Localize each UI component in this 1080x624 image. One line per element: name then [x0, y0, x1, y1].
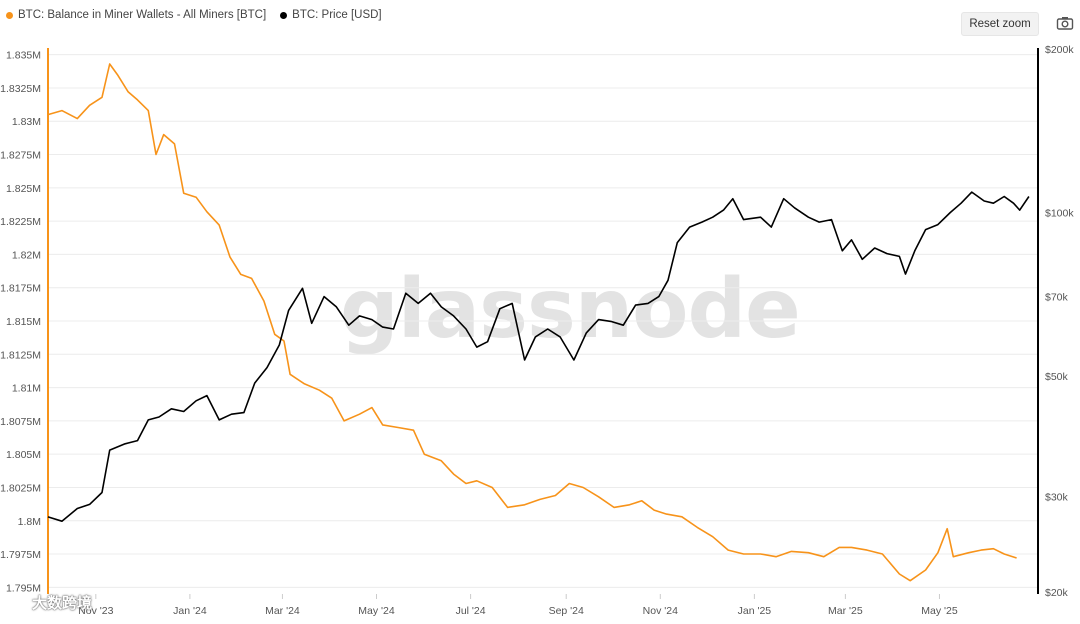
- left-tick-label: 1.8175M: [0, 283, 41, 295]
- right-tick-label: $20k: [1045, 587, 1069, 599]
- legend-label-balance: BTC: Balance in Miner Wallets - All Mine…: [18, 9, 267, 21]
- left-tick-label: 1.7975M: [0, 549, 41, 561]
- left-tick-label: 1.82M: [12, 249, 41, 261]
- grid-lines: [48, 54, 1038, 588]
- left-tick-label: 1.8275M: [0, 150, 41, 162]
- legend-dot-price: [280, 11, 288, 19]
- x-tick-label: Mar '24: [265, 605, 300, 617]
- right-tick-label: $100k: [1045, 207, 1074, 219]
- right-tick-label: $200k: [1045, 44, 1074, 56]
- x-tick-label: Sep '24: [549, 605, 584, 617]
- reset-zoom-button[interactable]: Reset zoom: [961, 12, 1039, 36]
- left-tick-label: 1.815M: [6, 316, 41, 328]
- chart-legend: BTC: Balance in Miner Wallets - All Mine…: [6, 9, 382, 21]
- x-tick-label: Nov '24: [643, 605, 678, 617]
- left-tick-label: 1.805M: [6, 449, 41, 461]
- x-tick-label: Jul '24: [456, 605, 486, 617]
- legend-item-balance[interactable]: BTC: Balance in Miner Wallets - All Mine…: [6, 9, 266, 21]
- x-tick-label: Nov '23: [78, 605, 113, 617]
- left-tick-label: 1.8325M: [0, 83, 41, 95]
- left-tick-label: 1.795M: [6, 582, 41, 594]
- right-tick-label: $70k: [1045, 292, 1069, 304]
- left-tick-label: 1.8M: [18, 516, 41, 528]
- right-tick-label: $50k: [1045, 371, 1069, 383]
- corner-logo: 大数跨境: [6, 592, 92, 613]
- left-tick-label: 1.83M: [12, 116, 41, 128]
- left-tick-label: 1.81M: [12, 383, 41, 395]
- left-tick-label: 1.8225M: [0, 216, 41, 228]
- right-tick-label: $30k: [1045, 491, 1069, 503]
- corner-logo-text: 大数跨境: [32, 594, 93, 612]
- price-series-line: [47, 191, 1030, 522]
- right-axis: $200k $100k $70k $50k $30k $20k: [1045, 44, 1074, 599]
- x-tick-label: May '24: [358, 605, 395, 617]
- legend-label-price: BTC: Price [USD]: [292, 9, 382, 21]
- legend-item-price[interactable]: BTC: Price [USD]: [280, 9, 382, 21]
- left-tick-label: 1.835M: [6, 50, 41, 62]
- x-tick-label: Jan '25: [738, 605, 772, 617]
- camera-icon[interactable]: [1056, 15, 1074, 31]
- left-tick-label: 1.825M: [6, 183, 41, 195]
- x-tick-label: Jan '24: [173, 605, 207, 617]
- x-axis: Nov '23 Jan '24 Mar '24 May '24 Jul '24 Sep '…: [78, 594, 958, 617]
- x-tick-label: Mar '25: [828, 605, 863, 617]
- balance-series-line: [47, 63, 1017, 582]
- left-axis: 1.835M 1.8325M 1.83M 1.8275M 1.825M 1.8225M 1.…: [0, 50, 41, 595]
- left-tick-label: 1.8125M: [0, 349, 41, 361]
- x-tick-label: May '25: [921, 605, 958, 617]
- left-tick-label: 1.8025M: [0, 482, 41, 494]
- logo-icon: [7, 594, 27, 611]
- legend-dot-balance: [6, 11, 13, 19]
- left-tick-label: 1.8075M: [0, 416, 41, 428]
